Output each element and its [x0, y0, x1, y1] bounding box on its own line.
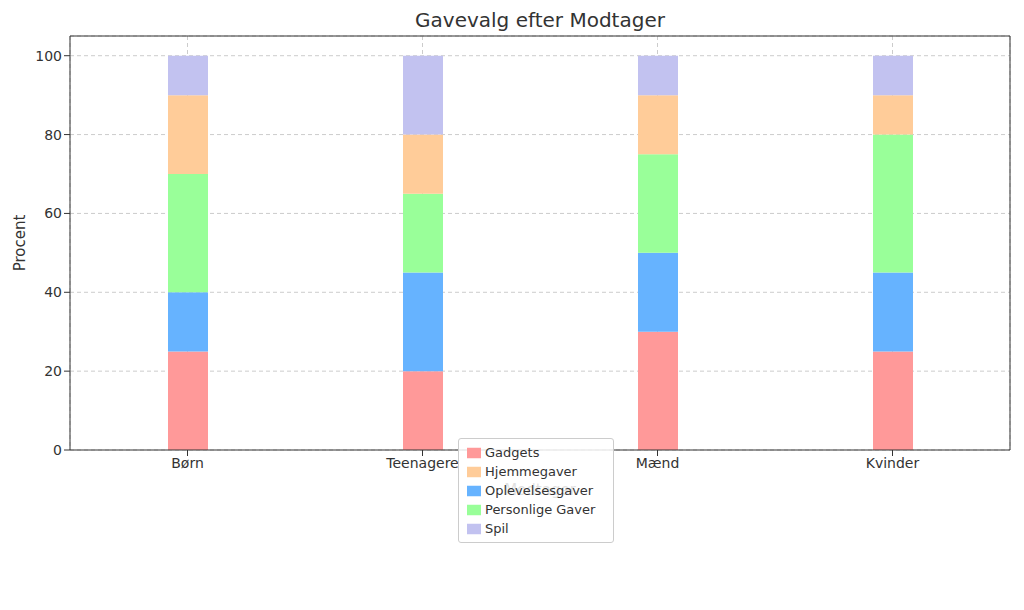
svg-text:Modtager: Modtager — [504, 481, 576, 499]
svg-text:20: 20 — [44, 363, 62, 379]
svg-text:80: 80 — [44, 127, 62, 143]
svg-text:Mænd: Mænd — [636, 455, 680, 471]
svg-text:100: 100 — [35, 48, 62, 64]
svg-text:60: 60 — [44, 205, 62, 221]
svg-text:0: 0 — [53, 442, 62, 458]
svg-text:40: 40 — [44, 284, 62, 300]
svg-text:Teenagere: Teenagere — [385, 455, 458, 471]
svg-text:Kvinder: Kvinder — [866, 455, 920, 471]
svg-text:Procent: Procent — [11, 215, 29, 272]
svg-text:Børn: Børn — [171, 455, 204, 471]
